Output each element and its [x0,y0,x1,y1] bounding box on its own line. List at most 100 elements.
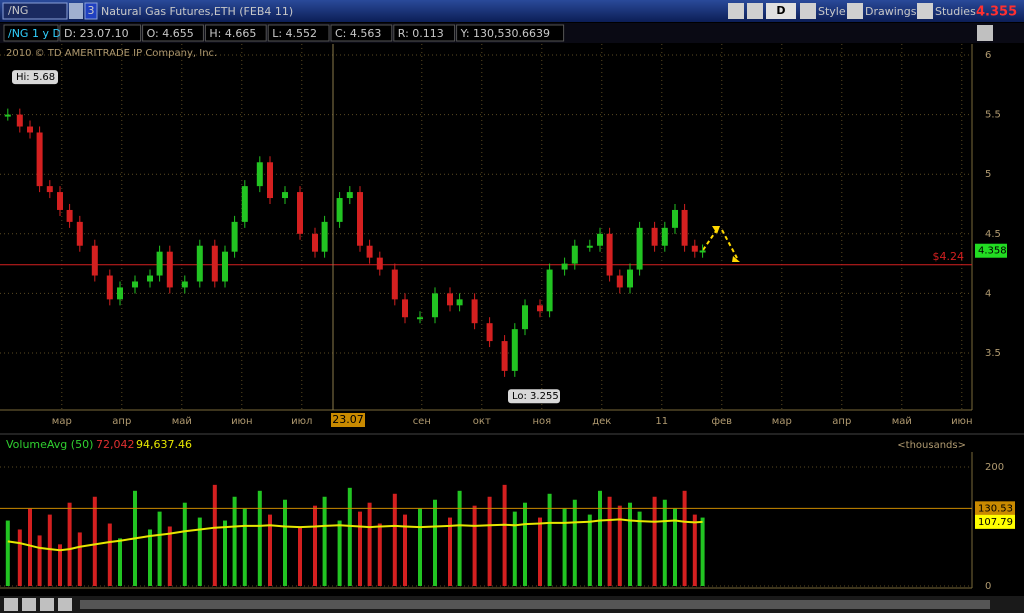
candle [537,305,543,312]
candle [376,257,383,270]
volume-bar [313,505,317,586]
volume-bar [662,499,667,586]
cursor-box [331,413,365,427]
candle [672,209,678,228]
candle [147,275,153,282]
drawings-icon[interactable] [847,3,863,19]
forecast-arrows [702,227,738,259]
volume-title: VolumeAvg (50) [6,438,93,451]
candle [156,251,163,276]
high-label: Hi: 5.68 [16,72,55,83]
candle [132,281,138,288]
candle [256,162,263,187]
tool-button[interactable] [728,3,744,19]
candle [231,221,238,252]
scroll-button[interactable] [22,598,36,611]
volume-bar [212,484,217,586]
info-text: /NG 1 y D [8,27,61,40]
volume-bar [637,511,642,586]
unit-label: <thousands> [897,440,966,451]
x-tick-label: апр [112,416,131,427]
price-marker-label: 4.358 [978,246,1007,257]
candle [117,287,123,300]
scroll-button[interactable] [4,598,18,611]
marker-box [975,501,1015,516]
y-tick-label: 200 [985,462,1004,473]
button-label[interactable]: Studies [935,5,976,18]
last-volume: 72,042 [96,438,135,451]
tool-button[interactable] [747,3,763,19]
candle [346,192,353,199]
chart-settings[interactable] [977,25,993,41]
link-box[interactable] [84,2,98,20]
candle [661,227,668,246]
scroll-track[interactable] [80,600,990,609]
candle [366,245,373,258]
candle [27,126,33,133]
candle [336,198,343,222]
volume-bar [418,508,422,586]
volume-bar [403,514,407,586]
candle [4,114,11,117]
info-box [330,24,393,42]
volume-bar [538,517,542,586]
candle [297,192,303,234]
symbol-box[interactable] [2,2,68,20]
scroll-button[interactable] [58,598,72,611]
volume-bar [358,511,362,586]
price-marker [975,243,1007,258]
volume-bar [148,529,152,586]
volume-bar [322,496,327,586]
studies-icon[interactable] [917,3,933,19]
period: D [776,4,785,17]
scroll-button[interactable] [40,598,54,611]
volume-bar [242,508,247,586]
button-label[interactable]: Style [818,5,846,18]
x-tick-label: дек [592,416,611,427]
symbol: /NG [8,4,28,17]
x-tick-label: июл [291,416,312,427]
candle [471,299,478,324]
x-tick-label: 11 [655,416,668,427]
y-tick-label: 0 [985,581,991,592]
y-tick-label: 4 [985,288,991,299]
style-icon[interactable] [800,3,816,19]
x-tick-label: мар [52,416,72,427]
volume-bar [118,538,122,586]
volume-bar [182,502,187,586]
candle [16,114,23,127]
button-label[interactable]: Drawings [865,5,917,18]
volume-bar [157,511,162,586]
dropdown[interactable] [69,3,83,19]
x-tick-label: фев [711,416,732,427]
candle [402,299,408,318]
x-tick-label: июн [231,416,252,427]
volume-bar [232,496,237,586]
volume-bar [167,526,172,586]
volume-bar [502,484,507,586]
candle [267,162,273,199]
volume-bar [652,496,657,586]
candle [241,186,248,222]
candle [636,227,643,270]
candle [546,269,553,312]
period-button[interactable] [766,3,796,19]
x-tick-label: сен [413,416,431,427]
volume-bar [673,508,677,586]
volume-bar [37,535,42,586]
volume-bar [562,508,567,586]
volume-bar [197,517,202,586]
volume-bar [700,517,705,586]
candle [699,250,706,253]
candle [681,209,688,246]
volume-bar [598,490,602,586]
volume-bar [523,502,527,586]
candle [417,317,423,320]
x-tick-label: ноя [532,416,551,427]
high-box [12,70,58,85]
cursor-label: 23.07 [332,413,364,426]
candle [211,245,218,282]
volume-bar [92,496,97,586]
y-tick-label: 4.5 [985,229,1001,240]
candle [36,132,43,187]
